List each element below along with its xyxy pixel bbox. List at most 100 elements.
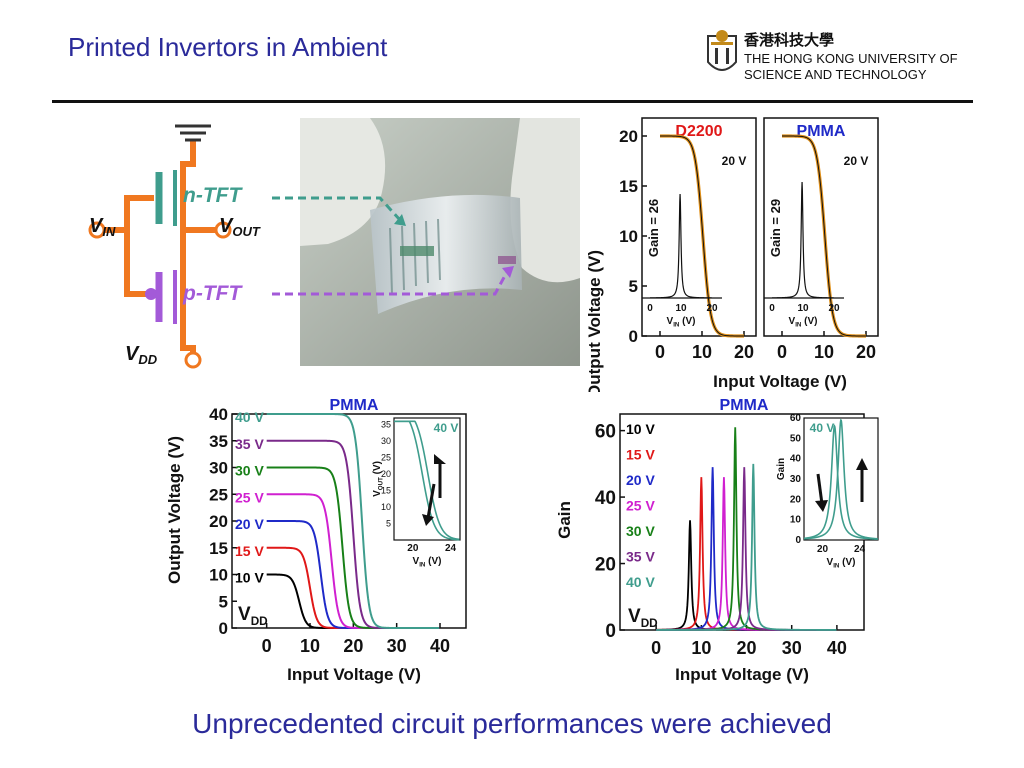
y-tick-label: 20: [595, 555, 616, 576]
plot-frame: [763, 117, 879, 337]
logo-line2: SCIENCE AND TECHNOLOGY: [744, 67, 927, 82]
down-arrowhead-icon: [422, 514, 434, 526]
inset-y-tick-label: 10: [790, 515, 802, 526]
inset-x-label: VIN (V): [413, 556, 442, 569]
y-tick-label: 40: [595, 488, 616, 509]
x-tick-label: 40: [430, 636, 450, 656]
legend-entry: 25 V: [626, 498, 655, 514]
inset-curve: [803, 424, 878, 540]
inset-x-tick-label: 0: [647, 303, 653, 314]
inset-x-tick-label: 20: [407, 543, 419, 554]
logo-line1: THE HONG KONG UNIVERSITY OF: [744, 51, 958, 66]
device-photo: [300, 118, 580, 366]
down-arrow-icon: [816, 473, 824, 505]
down-arrow-icon: [426, 483, 436, 519]
inset-x-tick-label: 20: [828, 303, 840, 314]
y-tick-label: 20: [619, 127, 638, 146]
inset-x-tick-label: 10: [675, 303, 687, 314]
y-tick-label: 30: [209, 459, 228, 478]
vdd-label: VDD: [125, 343, 158, 367]
panel-title: PMMA: [797, 123, 846, 140]
x-tick-label: 20: [856, 342, 876, 362]
legend-entry: 30 V: [626, 523, 655, 539]
legend-entry: 25 V: [235, 489, 264, 505]
legend-entry: 10 V: [235, 570, 264, 586]
inset-x-label: VIN (V): [667, 316, 696, 329]
slide-title: Printed Invertors in Ambient: [68, 32, 388, 62]
up-arrowhead-icon: [856, 458, 868, 470]
inset-y-tick-label: 60: [790, 413, 802, 424]
inset-x-tick-label: 10: [797, 303, 809, 314]
logo-chinese-name: 香港科技大學: [744, 31, 834, 49]
inset-label: 40 V: [810, 421, 835, 435]
x-tick-label: 20: [343, 636, 363, 656]
inset-y-tick-label: 30: [381, 436, 391, 446]
legend-entry: 15 V: [235, 543, 264, 559]
up-arrowhead-icon: [434, 454, 446, 464]
x-tick-label: 0: [777, 342, 787, 362]
slide-caption: Unprecedented circuit performances were …: [192, 708, 832, 739]
inset-y-tick-label: 25: [381, 453, 391, 463]
inset-y-tick-label: 35: [381, 420, 391, 430]
inset-y-tick-label: 30: [790, 474, 802, 485]
inset-y-tick-label: 20: [790, 494, 802, 505]
inset-curve: [803, 418, 878, 540]
y-tick-label: 35: [209, 432, 228, 451]
inset-y-label: VOUT (V): [372, 461, 385, 497]
x-tick-label: 10: [692, 342, 712, 362]
x-tick-label: 0: [262, 636, 272, 656]
vdd-label: 20 V: [722, 154, 747, 168]
chart-bottom-right: Gain PMMA Input Voltage (V) 0 20 40 60 0 10 20…: [555, 397, 879, 684]
gain-label: Gain = 26: [646, 199, 661, 257]
inset-y-tick-label: 40: [790, 454, 802, 465]
inset-x-tick-label: 24: [854, 544, 866, 555]
vdd-label: 20 V: [844, 154, 869, 168]
inset-y-tick-label: 0: [795, 535, 801, 546]
n-tft-symbol: [155, 170, 177, 226]
chart-top-right: Output Voltage (V) Input Voltage (V) D22…: [585, 117, 879, 392]
x-tick-label: 20: [737, 638, 757, 658]
axis-y-label: Gain: [555, 501, 574, 539]
x-tick-label: 0: [655, 342, 665, 362]
gain-plot: 0 20 40 60 0 10 20 30 40 10 V 15 V 20 V 25 V 30 V 35 V…: [595, 413, 879, 658]
legend-entry: 30 V: [235, 463, 264, 479]
inset-y-tick-label: 10: [381, 502, 391, 512]
down-arrowhead-icon: [815, 500, 828, 512]
legend-entry: 35 V: [626, 549, 655, 565]
inset-y-tick-label: 5: [386, 519, 391, 529]
y-tick-label: 25: [209, 485, 228, 504]
p-tft-symbol: [145, 270, 177, 324]
legend-entry: 40 V: [626, 574, 655, 590]
x-tick-label: 20: [734, 342, 754, 362]
inset-y-label: Gain: [776, 458, 787, 480]
legend-entry: 35 V: [235, 436, 264, 452]
inset-curve: [394, 420, 460, 541]
inset-y-tick-label: 15: [381, 486, 391, 496]
inset-y-tick-label: 20: [381, 469, 391, 479]
y-tick-label: 10: [619, 227, 638, 246]
series-line: [656, 463, 837, 631]
inset-gain-curve: [771, 181, 834, 299]
vin-label: VIN: [89, 215, 116, 239]
inverter-circuit: n-TFT p-TFT VIN VOUT VDD: [88, 124, 261, 369]
inset-frame: [803, 417, 879, 541]
x-tick-label: 10: [691, 638, 711, 658]
chart-title: PMMA: [720, 397, 769, 414]
y-tick-label: 0: [629, 327, 638, 346]
x-tick-label: 40: [827, 638, 847, 658]
x-tick-label: 30: [782, 638, 802, 658]
university-crest-icon: [707, 30, 737, 71]
vtc-plot: 0 5 10 15 20 25 30 35 40 0 10 20 30 40 10 V 15 V 20 V 25 …: [209, 405, 467, 656]
legend-entry: 20 V: [626, 472, 655, 488]
x-tick-label: 10: [300, 636, 320, 656]
inset-x-tick-label: 0: [769, 303, 775, 314]
y-tick-label: 0: [605, 621, 616, 642]
x-tick-label: 30: [387, 636, 407, 656]
y-tick-label: 15: [209, 539, 228, 558]
inset-x-tick-label: 24: [445, 543, 457, 554]
gain-label: Gain = 29: [768, 199, 783, 257]
axis-x-label: Input Voltage (V): [675, 665, 809, 684]
inset-x-tick-label: 20: [817, 544, 829, 555]
vout-label: VOUT: [219, 215, 261, 239]
